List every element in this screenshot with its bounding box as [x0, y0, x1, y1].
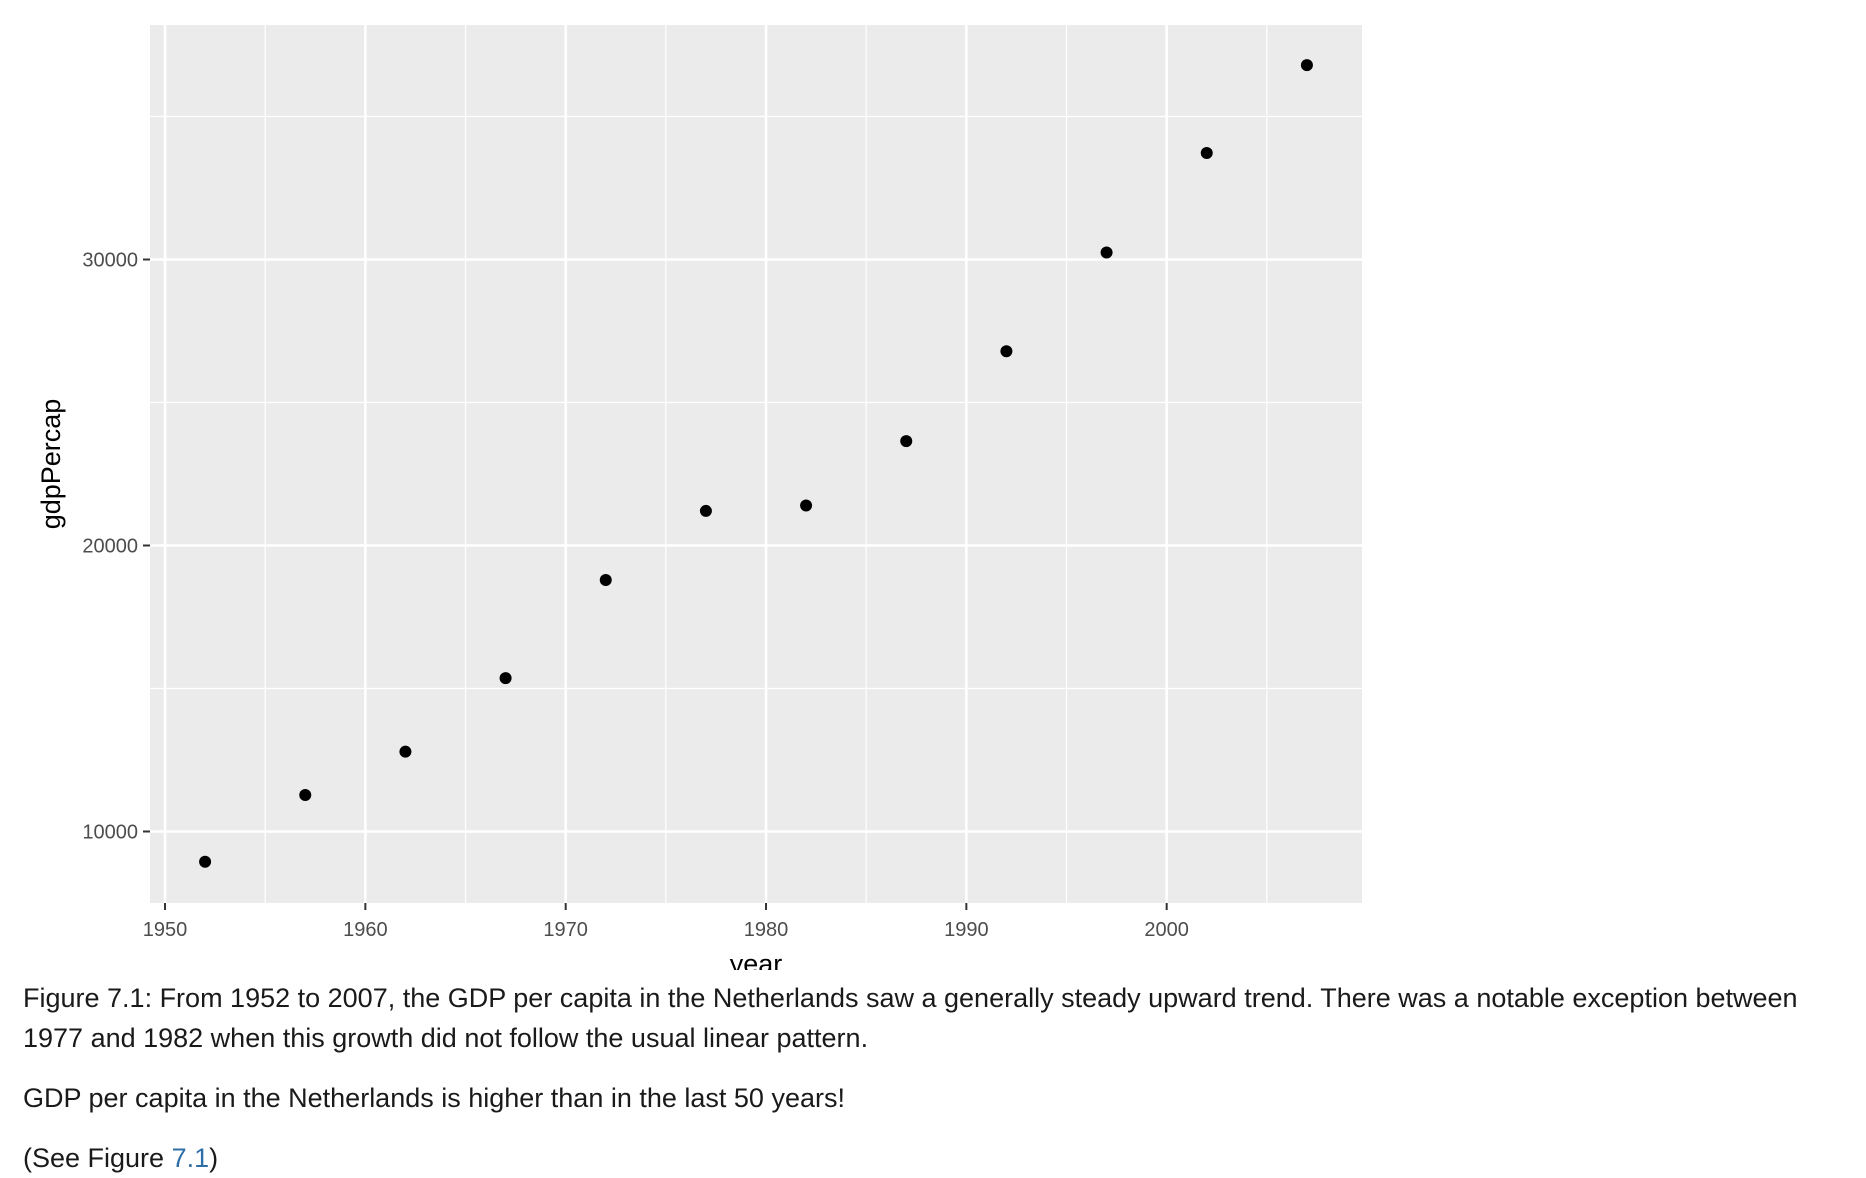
y-tick-label: 20000 [82, 536, 138, 558]
data-point [1300, 59, 1313, 72]
y-tick-label: 30000 [82, 250, 138, 272]
data-point [299, 789, 312, 802]
scatter-plot: 1950 1960 1970 1980 1990 2000 10000 20000 30000… [36, 25, 1362, 970]
x-tick-label: 1970 [543, 919, 588, 941]
minor-gridlines [150, 25, 1362, 903]
x-tick-label: 1980 [744, 919, 789, 941]
see-suffix: ) [209, 1143, 219, 1173]
figure-caption: Figure 7.1: From 1952 to 2007, the GDP p… [23, 983, 1798, 1053]
see-prefix: (See Figure [23, 1143, 172, 1173]
y-axis-title: gdpPercap [36, 399, 66, 530]
x-tick-label: 2000 [1144, 919, 1189, 941]
data-point [1100, 246, 1113, 259]
data-point [699, 504, 712, 517]
data-point [499, 672, 512, 685]
data-point [1200, 146, 1213, 159]
y-axis: 10000 20000 30000 [82, 250, 150, 844]
data-point [1000, 345, 1013, 358]
caption-note: GDP per capita in the Netherlands is hig… [23, 1083, 845, 1113]
plot-panel [150, 25, 1362, 903]
data-point [599, 573, 612, 586]
major-gridlines [150, 25, 1362, 903]
data-point [800, 499, 813, 512]
x-tick-label: 1950 [143, 919, 188, 941]
x-axis: 1950 1960 1970 1980 1990 2000 [143, 903, 1189, 941]
data-points [199, 59, 1313, 868]
figure-link[interactable]: 7.1 [171, 1143, 210, 1173]
x-tick-label: 1960 [343, 919, 388, 941]
see-figure-reference: (See Figure 7.1) [23, 1138, 1833, 1178]
x-axis-title: year [730, 949, 783, 970]
data-point [900, 435, 913, 448]
data-point [399, 745, 412, 758]
y-tick-label: 10000 [82, 822, 138, 844]
x-tick-label: 1990 [944, 919, 989, 941]
data-point [199, 855, 212, 868]
